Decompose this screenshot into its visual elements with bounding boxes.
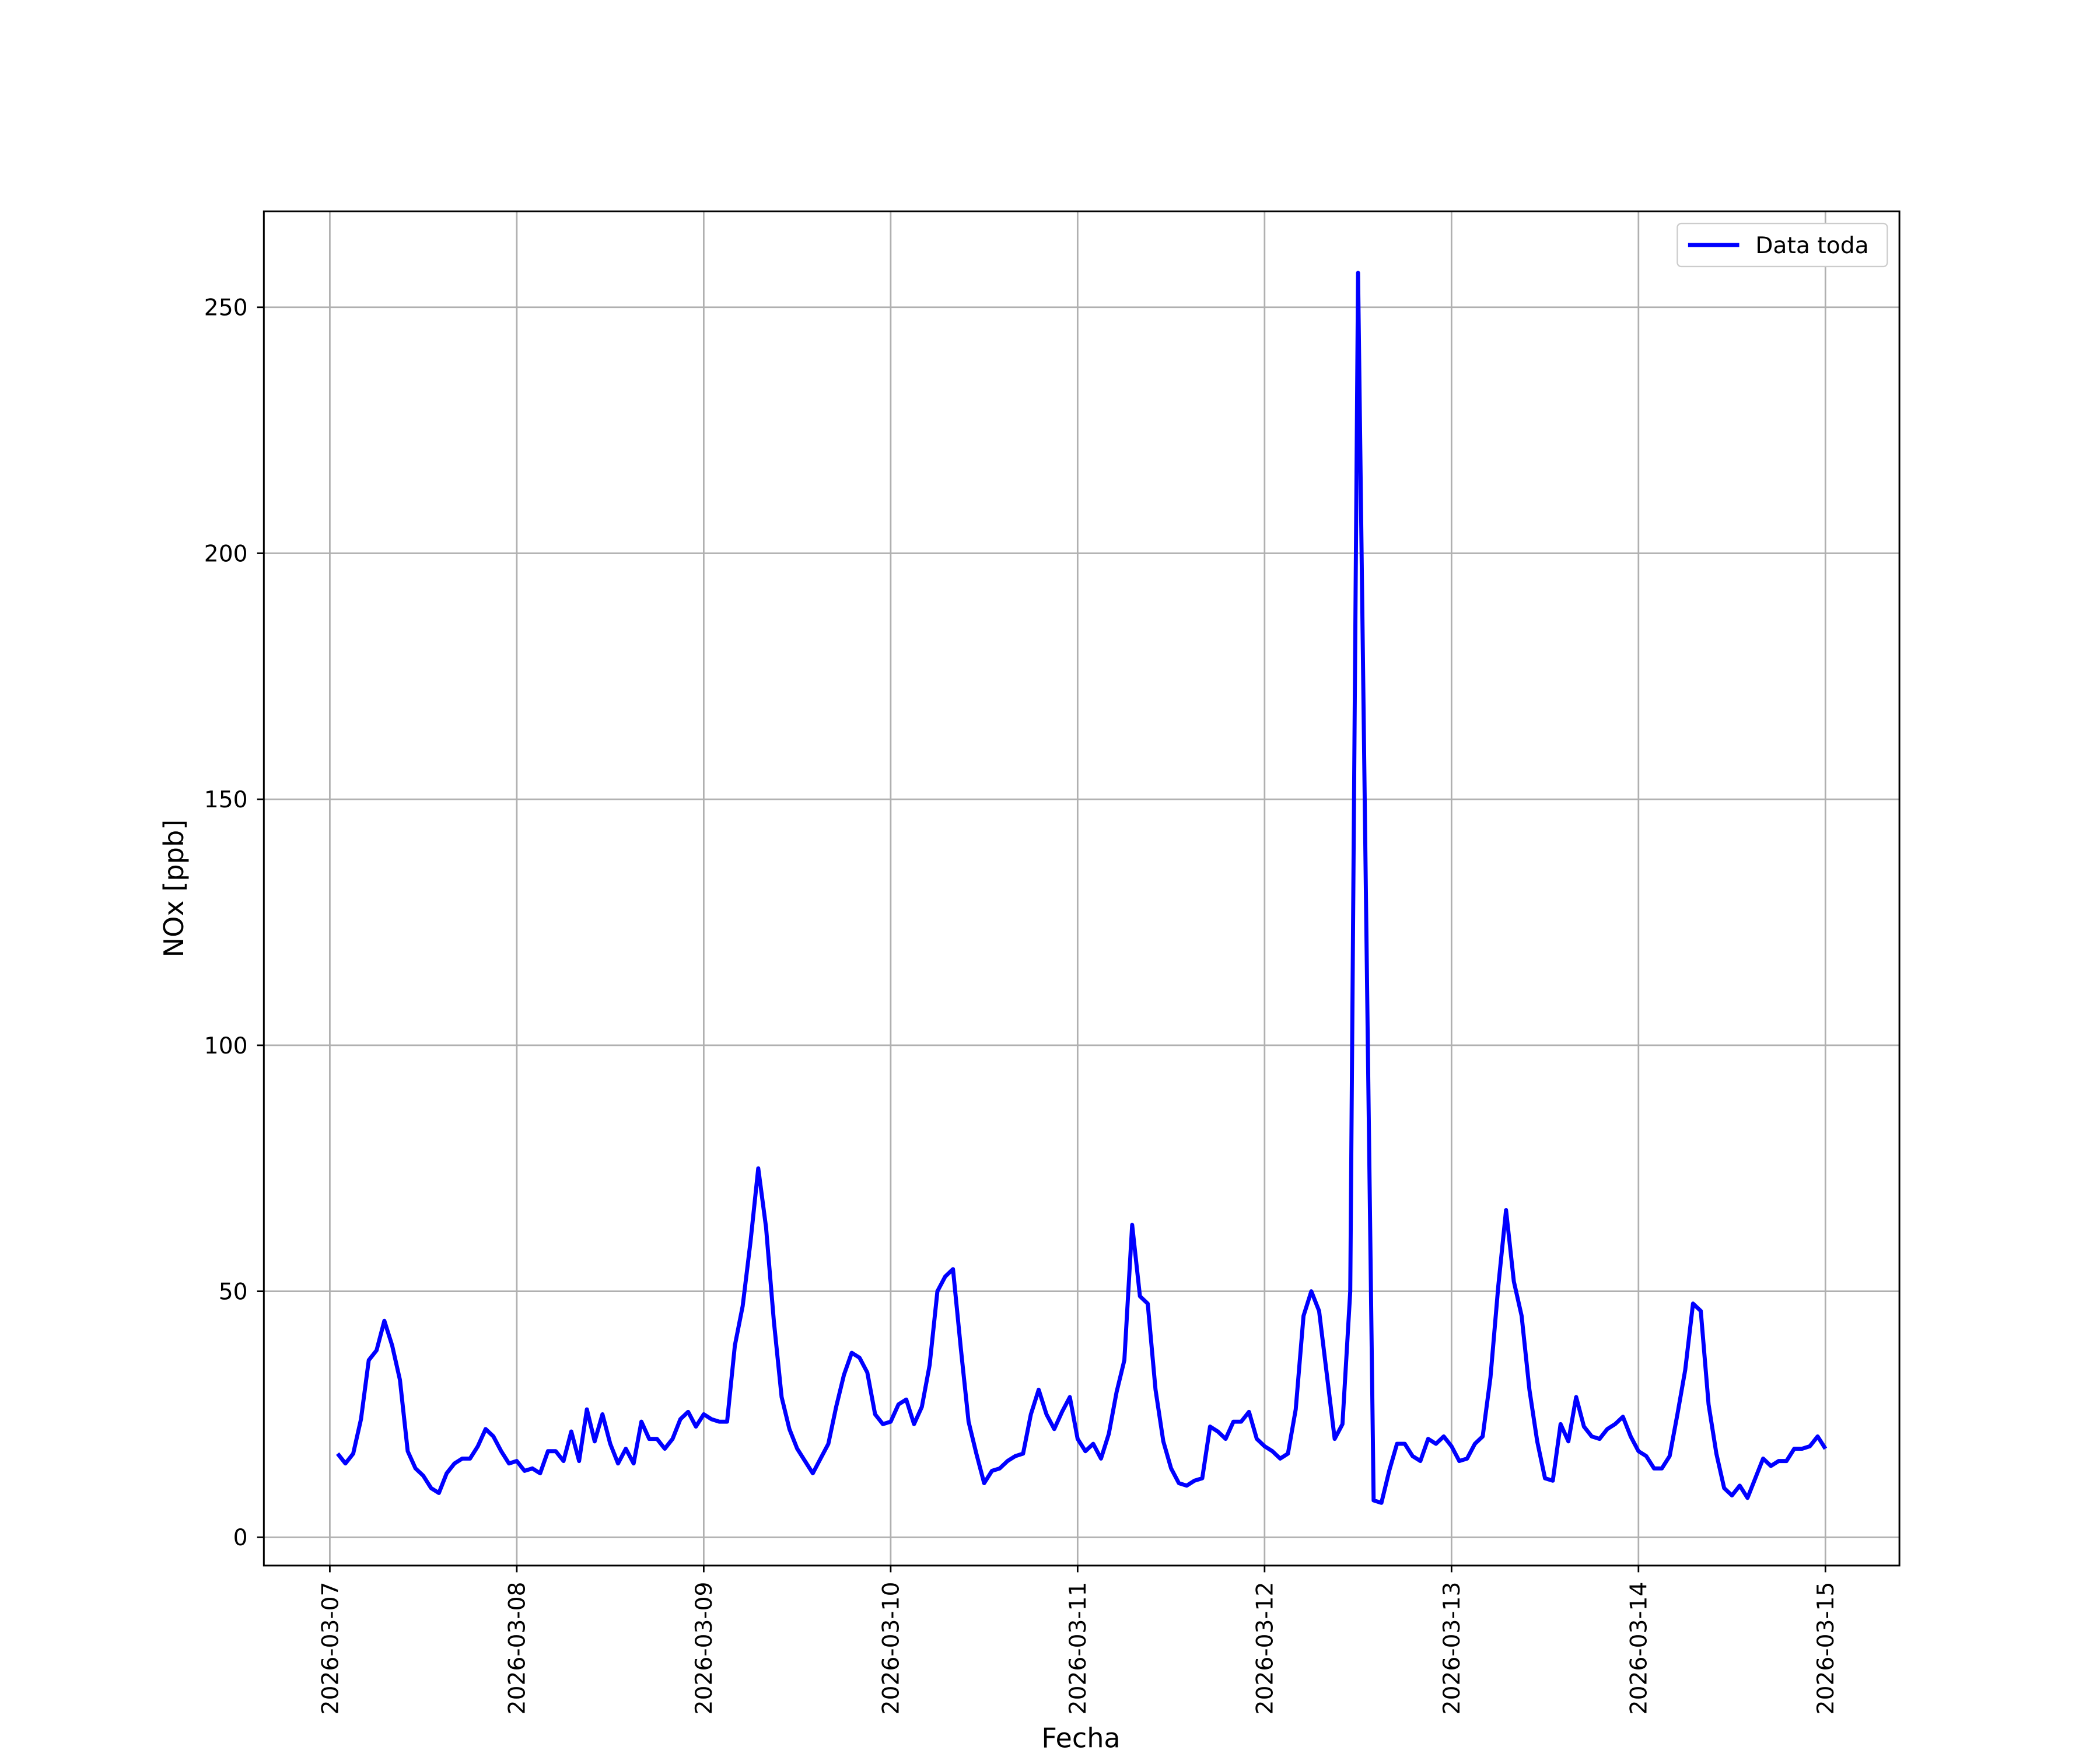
x-tick-label: 2026-03-09 [691,1582,718,1715]
x-tick-label: 2026-03-14 [1626,1582,1653,1715]
data-line [336,271,1828,1505]
y-tick-label: 150 [204,787,248,813]
y-axis-label: NOx [ppb] [158,820,190,958]
y-tick-label: 200 [204,541,248,567]
x-tick-label: 2026-03-13 [1439,1582,1465,1715]
x-tick-label: 2026-03-11 [1065,1582,1091,1715]
plot-area [336,271,1828,1505]
x-axis-label: Fecha [1041,1722,1120,1750]
legend: Data toda [1676,222,1888,268]
x-tick-label: 2026-03-07 [317,1582,344,1715]
legend-label: Data toda [1755,233,1868,259]
x-tick-label: 2026-03-08 [505,1582,531,1715]
y-tick-label: 50 [219,1279,248,1305]
x-tick-label: 2026-03-15 [1813,1582,1839,1715]
x-tick-label: 2026-03-10 [878,1582,905,1715]
x-tick-label: 2026-03-12 [1252,1582,1279,1715]
grid [264,211,1900,1566]
legend-box [1676,222,1888,268]
y-tick-label: 100 [204,1033,248,1059]
y-tick-label: 0 [233,1525,248,1551]
axes-frame [262,210,1901,1567]
y-tick-label: 250 [204,295,248,321]
